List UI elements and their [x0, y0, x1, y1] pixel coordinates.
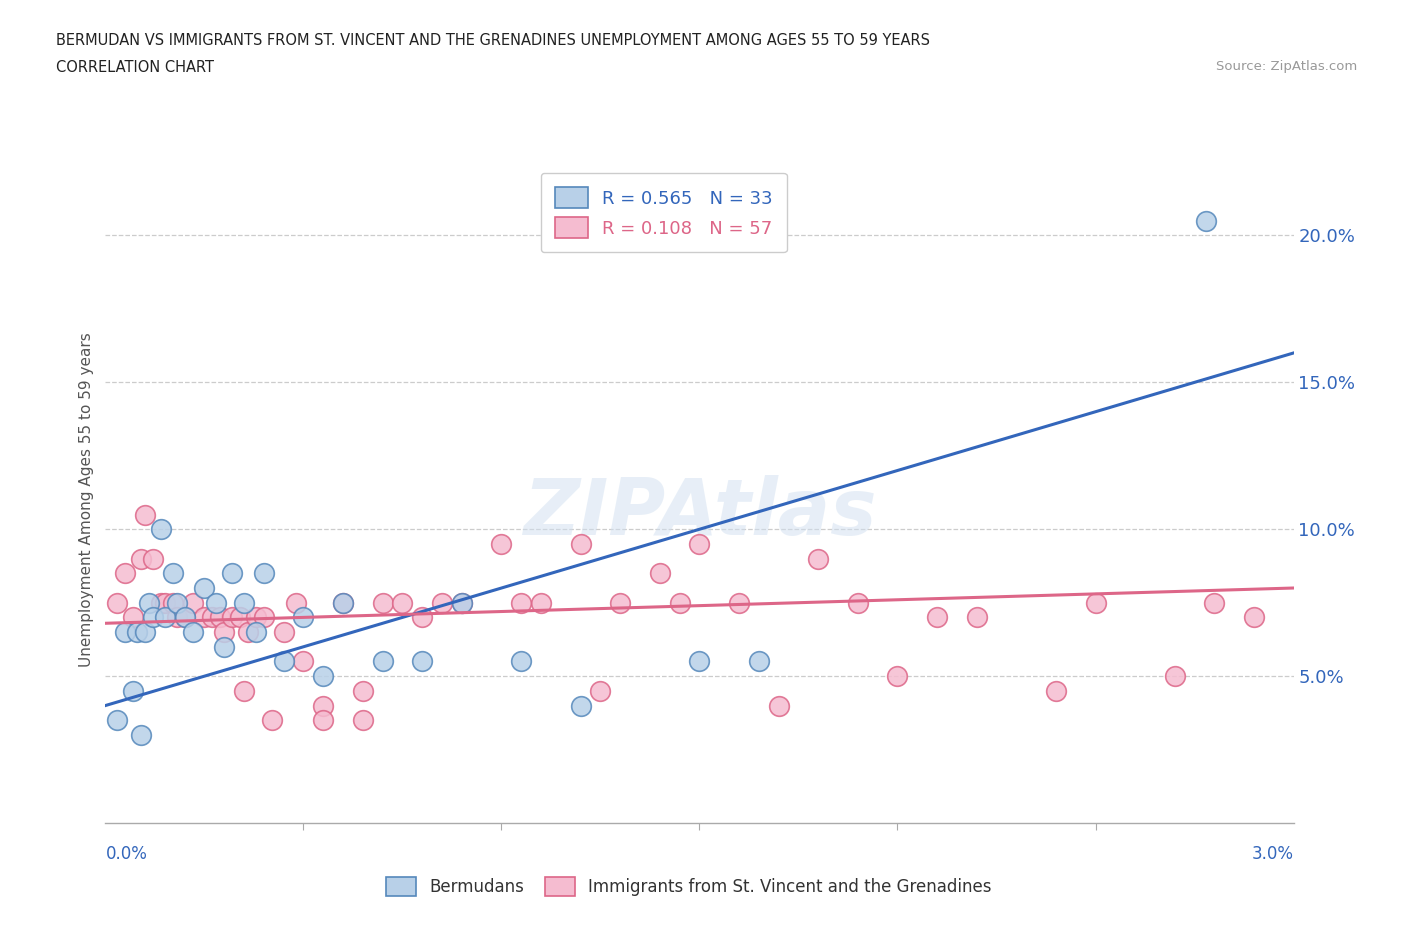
Point	[589, 684, 612, 698]
Point	[807, 551, 830, 566]
Point	[1204, 595, 1226, 610]
Point	[768, 698, 790, 713]
Point	[1045, 684, 1067, 698]
Point	[569, 698, 592, 713]
Point	[530, 595, 553, 610]
Point	[193, 610, 215, 625]
Point	[221, 610, 243, 625]
Point	[352, 684, 374, 698]
Point	[122, 684, 145, 698]
Point	[149, 522, 172, 537]
Point	[273, 625, 295, 640]
Point	[292, 654, 315, 669]
Point	[450, 595, 472, 610]
Point	[129, 551, 152, 566]
Point	[214, 625, 236, 640]
Point	[142, 610, 165, 625]
Point	[273, 654, 295, 669]
Point	[510, 654, 533, 669]
Point	[1243, 610, 1265, 625]
Point	[134, 507, 156, 522]
Point	[748, 654, 770, 669]
Point	[166, 595, 188, 610]
Point	[149, 595, 172, 610]
Point	[114, 565, 136, 580]
Point	[284, 595, 307, 610]
Point	[193, 580, 215, 595]
Point	[173, 610, 195, 625]
Point	[221, 565, 243, 580]
Point	[153, 595, 176, 610]
Point	[728, 595, 751, 610]
Legend: Bermudans, Immigrants from St. Vincent and the Grenadines: Bermudans, Immigrants from St. Vincent a…	[380, 870, 998, 903]
Point	[253, 610, 276, 625]
Legend: R = 0.565   N = 33, R = 0.108   N = 57: R = 0.565 N = 33, R = 0.108 N = 57	[541, 173, 787, 252]
Point	[166, 610, 188, 625]
Point	[352, 712, 374, 727]
Point	[127, 625, 149, 640]
Point	[312, 712, 335, 727]
Point	[129, 727, 152, 742]
Point	[181, 595, 204, 610]
Point	[201, 610, 224, 625]
Point	[491, 537, 513, 551]
Point	[162, 565, 184, 580]
Point	[312, 669, 335, 684]
Point	[391, 595, 413, 610]
Point	[173, 610, 195, 625]
Text: ZIPAtlas: ZIPAtlas	[523, 475, 876, 551]
Point	[689, 654, 711, 669]
Text: CORRELATION CHART: CORRELATION CHART	[56, 60, 214, 75]
Point	[214, 639, 236, 654]
Point	[430, 595, 453, 610]
Y-axis label: Unemployment Among Ages 55 to 59 years: Unemployment Among Ages 55 to 59 years	[79, 333, 94, 667]
Point	[927, 610, 949, 625]
Point	[114, 625, 136, 640]
Point	[1164, 669, 1187, 684]
Point	[162, 595, 184, 610]
Point	[450, 595, 472, 610]
Point	[966, 610, 988, 625]
Point	[648, 565, 671, 580]
Point	[245, 625, 267, 640]
Point	[233, 595, 256, 610]
Point	[233, 684, 256, 698]
Point	[205, 595, 228, 610]
Point	[142, 551, 165, 566]
Point	[569, 537, 592, 551]
Point	[332, 595, 354, 610]
Point	[1084, 595, 1107, 610]
Point	[253, 565, 276, 580]
Point	[134, 625, 156, 640]
Text: 3.0%: 3.0%	[1251, 844, 1294, 863]
Point	[122, 610, 145, 625]
Point	[689, 537, 711, 551]
Point	[332, 595, 354, 610]
Point	[312, 698, 335, 713]
Point	[209, 610, 232, 625]
Point	[371, 654, 394, 669]
Point	[1195, 213, 1218, 228]
Point	[105, 595, 128, 610]
Point	[510, 595, 533, 610]
Point	[371, 595, 394, 610]
Point	[181, 625, 204, 640]
Text: Source: ZipAtlas.com: Source: ZipAtlas.com	[1216, 60, 1357, 73]
Text: BERMUDAN VS IMMIGRANTS FROM ST. VINCENT AND THE GRENADINES UNEMPLOYMENT AMONG AG: BERMUDAN VS IMMIGRANTS FROM ST. VINCENT …	[56, 33, 931, 47]
Point	[411, 610, 433, 625]
Point	[236, 625, 259, 640]
Point	[609, 595, 631, 610]
Point	[245, 610, 267, 625]
Point	[292, 610, 315, 625]
Point	[668, 595, 690, 610]
Point	[229, 610, 252, 625]
Point	[886, 669, 908, 684]
Point	[153, 610, 176, 625]
Point	[105, 712, 128, 727]
Text: 0.0%: 0.0%	[105, 844, 148, 863]
Point	[846, 595, 869, 610]
Point	[411, 654, 433, 669]
Point	[138, 595, 160, 610]
Point	[260, 712, 283, 727]
